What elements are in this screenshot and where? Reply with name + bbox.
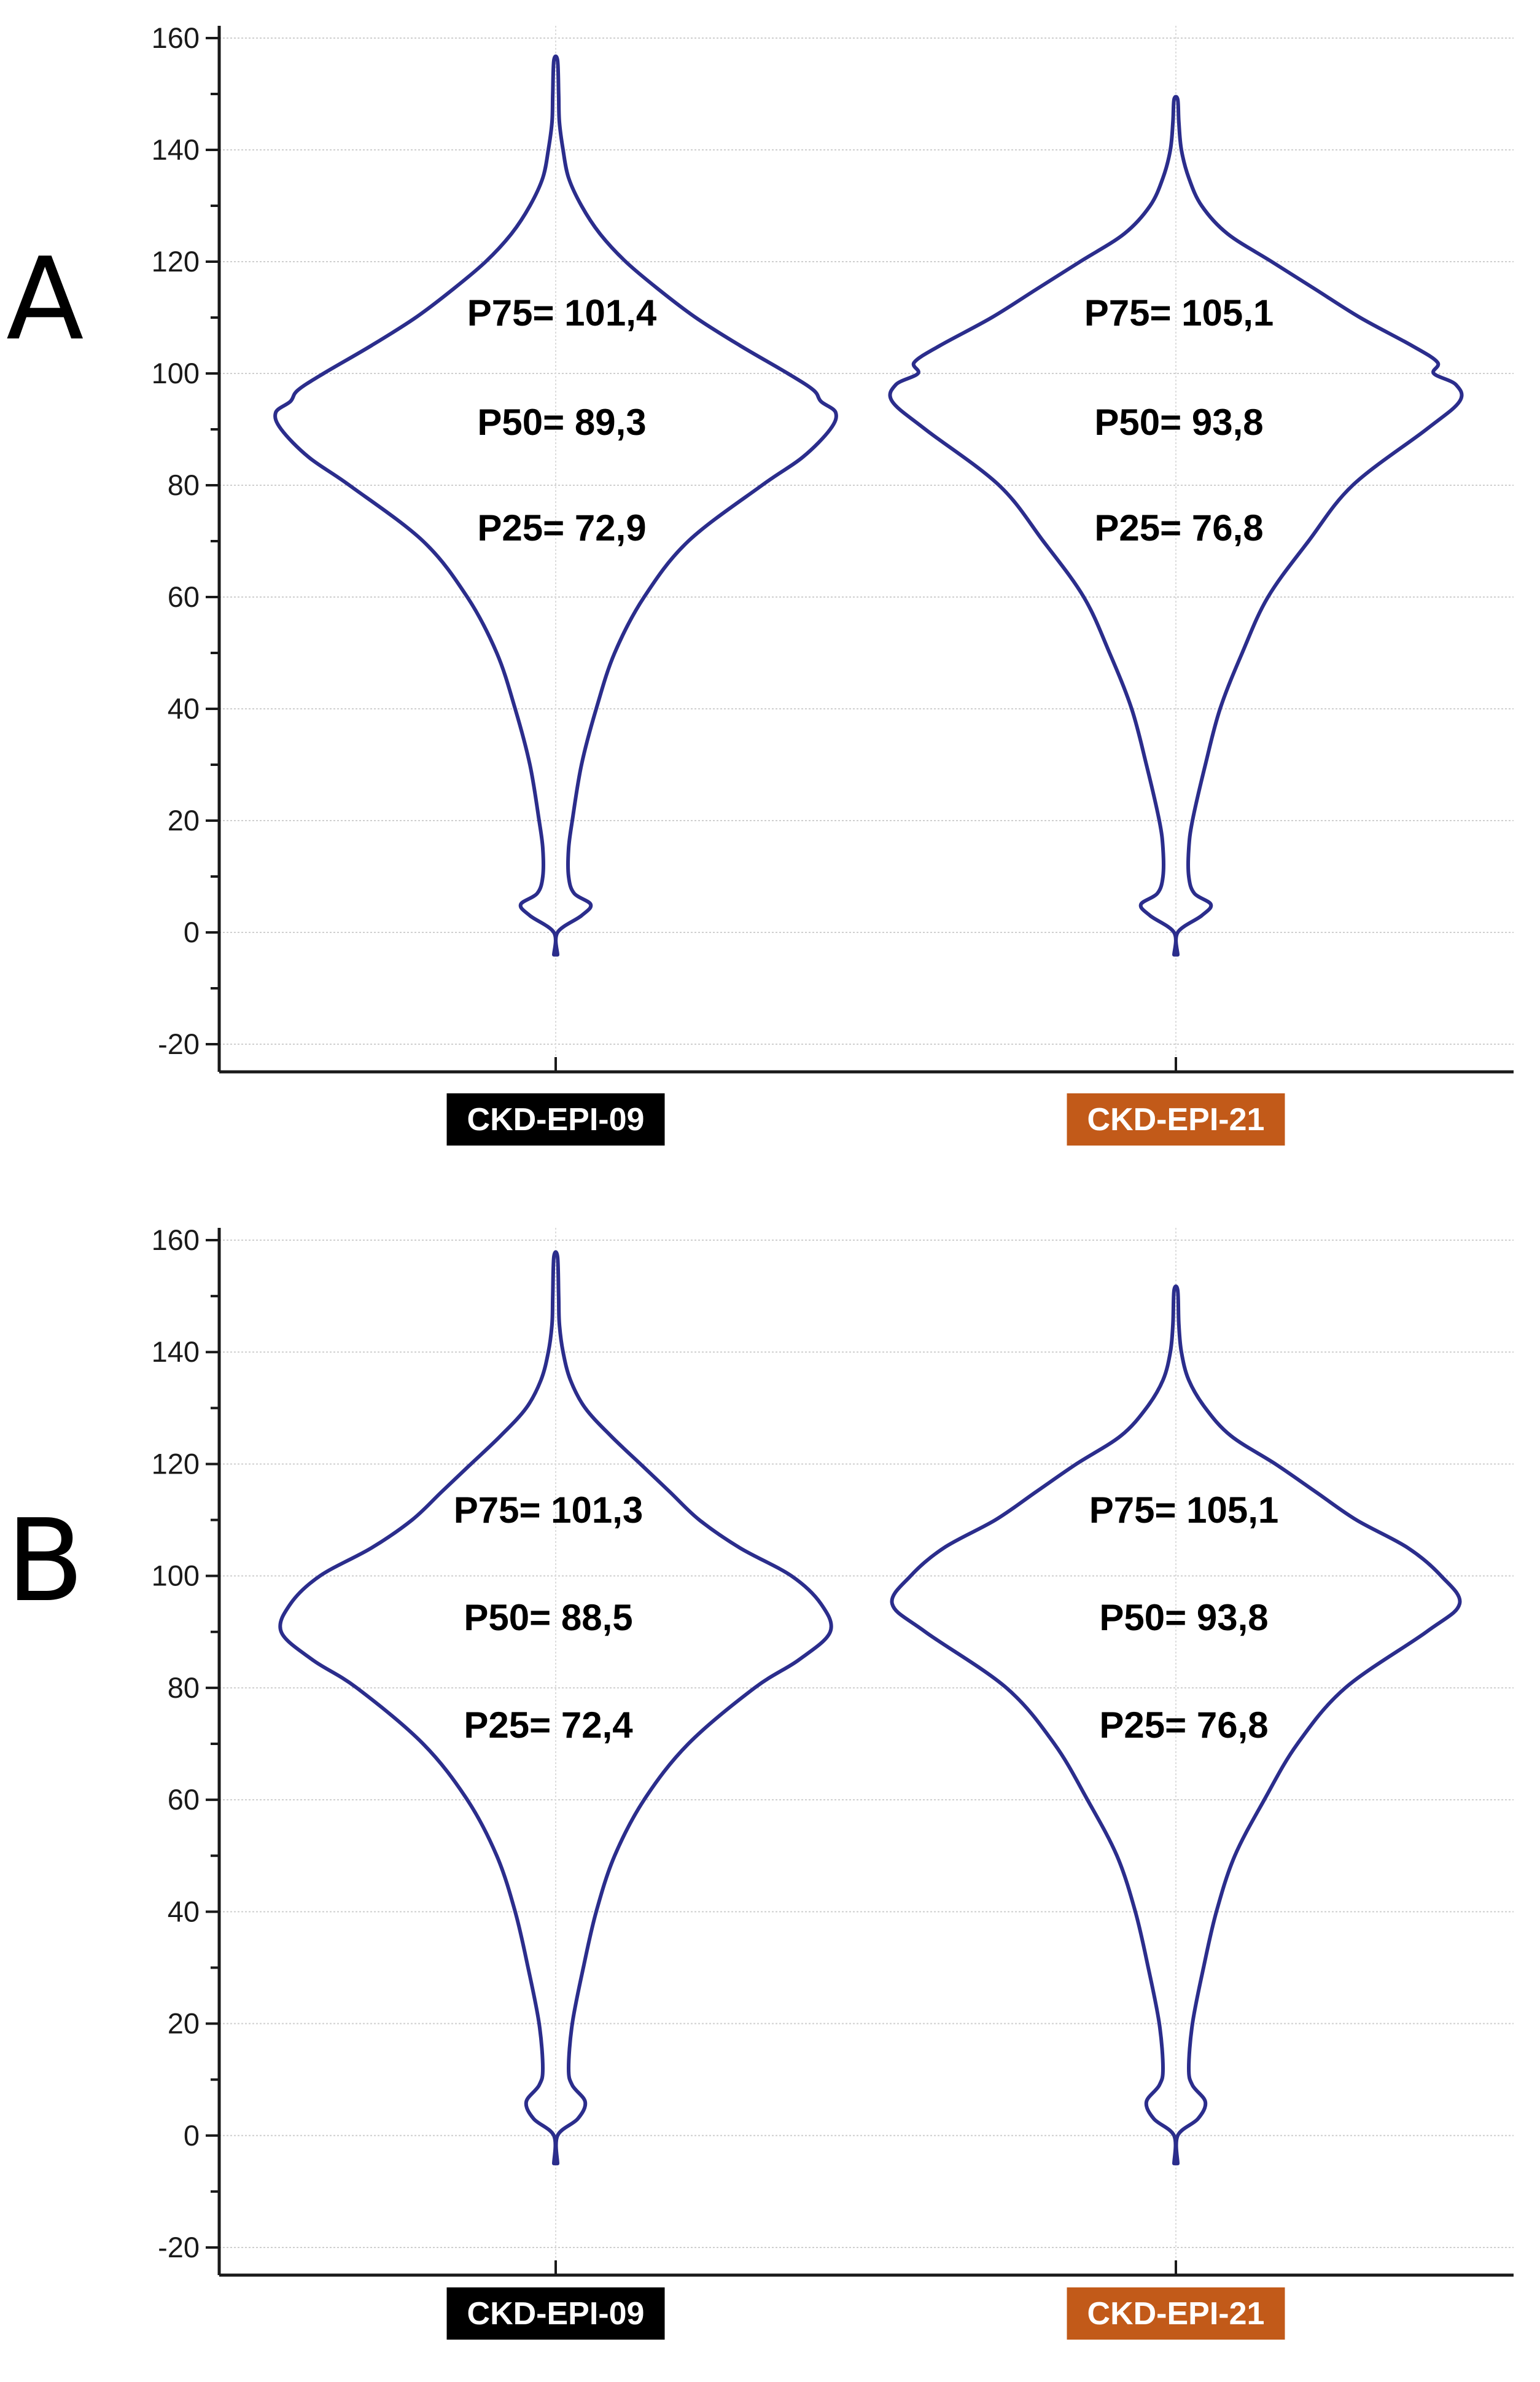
violin-ckd-epi-21 [888,95,1464,957]
y-tick-label: 60 [168,580,200,613]
violin-chart-b: -20 0 20 40 60 80 100 120 140 160 P75= 101,3 P50= 8… [152,1224,1514,2340]
category-label: CKD-EPI-21 [1087,1102,1265,1138]
percentile-label-p25: P25= 72,9 [477,507,646,549]
y-tick-label: 160 [152,1224,200,1256]
category-label: CKD-EPI-09 [467,2296,645,2332]
y-tick-label: 60 [168,1783,200,1816]
percentile-label-p50: P50= 88,5 [464,1597,632,1638]
y-tick-label: 160 [152,21,200,54]
violin-ckd-epi-21 [890,1284,1462,2166]
y-tick-label: 40 [168,1895,200,1927]
y-tick-label: -20 [158,1028,200,1060]
percentile-label-p25: P25= 72,4 [464,1704,633,1746]
y-tick-label: 20 [168,2007,200,2040]
violin-ckd-epi-09 [273,54,838,957]
percentile-label-p75: P75= 101,3 [454,1490,644,1531]
y-tick-label: -20 [158,2231,200,2263]
category-label-bg [1067,1093,1285,1146]
percentile-label-p50: P50= 93,8 [1094,402,1263,443]
y-tick-label: 140 [152,1335,200,1368]
panel-label: A [6,233,84,365]
percentile-label-p75: P75= 105,1 [1089,1490,1279,1531]
y-tick-label: 100 [152,1560,200,1592]
y-tick-label: 0 [184,2119,200,2152]
y-tick-label: 40 [168,692,200,725]
y-tick-label: 80 [168,1671,200,1704]
percentile-label-p25: P25= 76,8 [1099,1704,1268,1746]
y-tick-label: 140 [152,133,200,166]
y-tick-label: 120 [152,1447,200,1480]
percentile-label-p75: P75= 105,1 [1084,292,1274,334]
y-tick-label: 120 [152,245,200,278]
panel-a: A -20 0 20 40 60 80 100 120 140 160 P75= 101,4 P50=… [6,21,1514,1146]
category-label-bg [1067,2287,1285,2340]
category-label-bg [446,2287,665,2340]
violin-chart-a: -20 0 20 40 60 80 100 120 140 160 P75= 101,4 P50= 8… [152,21,1514,1146]
category-label: CKD-EPI-09 [467,1102,645,1138]
category-label: CKD-EPI-21 [1087,2296,1265,2332]
category-label-bg [446,1093,665,1146]
y-tick-label: 80 [168,469,200,501]
violin-ckd-epi-09 [278,1250,833,2166]
y-tick-label: 20 [168,804,200,837]
percentile-label-p50: P50= 89,3 [477,402,646,443]
y-tick-label: 100 [152,357,200,389]
percentile-label-p25: P25= 76,8 [1094,507,1263,549]
panel-b: B -20 0 20 40 60 80 100 120 140 160 P75= 101,3 P50=… [0,1191,1540,2382]
panel-label: B [6,1494,84,1627]
percentile-label-p75: P75= 101,4 [467,292,657,334]
percentile-label-p50: P50= 93,8 [1099,1597,1268,1638]
y-tick-label: 0 [184,916,200,948]
